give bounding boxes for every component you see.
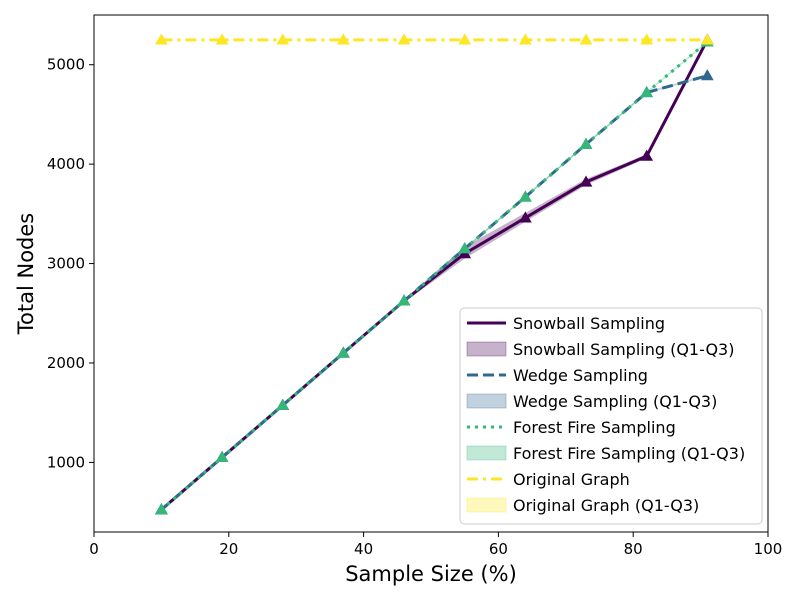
legend-band-swatch bbox=[466, 341, 507, 357]
y-axis-label: Total Nodes bbox=[14, 213, 38, 335]
data-point bbox=[579, 137, 593, 149]
data-point bbox=[215, 450, 229, 463]
data-point bbox=[518, 33, 532, 45]
legend-label: Original Graph bbox=[513, 470, 630, 489]
data-point bbox=[337, 33, 350, 45]
data-point bbox=[337, 346, 350, 358]
legend-band-swatch bbox=[466, 497, 507, 513]
legend-label: Wedge Sampling (Q1-Q3) bbox=[513, 392, 717, 411]
y-tick-label: 3000 bbox=[47, 255, 85, 273]
data-point bbox=[155, 503, 168, 515]
data-point bbox=[640, 33, 654, 45]
data-point bbox=[700, 33, 714, 45]
data-point bbox=[579, 175, 593, 187]
x-tick-label: 20 bbox=[219, 540, 238, 558]
data-point bbox=[215, 33, 229, 45]
x-axis-label: Sample Size (%) bbox=[345, 562, 517, 586]
y-tick-label: 2000 bbox=[47, 354, 85, 372]
legend-label: Snowball Sampling (Q1-Q3) bbox=[513, 340, 734, 359]
data-point bbox=[640, 86, 654, 98]
x-tick-label: 40 bbox=[354, 540, 373, 558]
axes: 0 20 40 60 80 100 1000 2000 3000 4000 5000 bbox=[47, 14, 783, 558]
x-tick-label: 0 bbox=[89, 540, 99, 558]
data-point bbox=[700, 69, 714, 81]
data-point bbox=[155, 33, 168, 45]
data-point bbox=[276, 398, 290, 410]
y-tick-label: 1000 bbox=[47, 453, 85, 471]
data-point bbox=[640, 149, 654, 161]
series-band-2 bbox=[161, 40, 708, 511]
legend-band-swatch bbox=[466, 445, 507, 461]
x-tick-label: 80 bbox=[624, 540, 643, 558]
legend-band-swatch bbox=[466, 393, 507, 409]
legend-label: Forest Fire Sampling bbox=[513, 418, 676, 437]
legend-label: Forest Fire Sampling (Q1-Q3) bbox=[513, 444, 745, 463]
data-point bbox=[518, 211, 532, 223]
legend-box bbox=[459, 307, 763, 525]
y-tick-label: 4000 bbox=[47, 155, 85, 173]
plot-area bbox=[155, 33, 714, 515]
data-point bbox=[458, 242, 472, 254]
data-point bbox=[276, 33, 290, 45]
data-point bbox=[518, 190, 532, 202]
data-point bbox=[579, 33, 593, 45]
series-line-2 bbox=[160, 40, 709, 511]
x-tick-label: 60 bbox=[489, 540, 508, 558]
data-point bbox=[397, 294, 411, 306]
data-point bbox=[397, 33, 411, 45]
y-tick-label: 5000 bbox=[47, 56, 85, 74]
data-point bbox=[458, 33, 472, 45]
legend-label: Original Graph (Q1-Q3) bbox=[513, 496, 699, 515]
x-tick-label: 100 bbox=[754, 540, 783, 558]
legend: Snowball Sampling Snowball Sampling (Q1-Q… bbox=[459, 307, 763, 525]
legend-label: Wedge Sampling bbox=[513, 366, 648, 385]
legend-label: Snowball Sampling bbox=[513, 314, 665, 333]
plot-frame bbox=[93, 14, 769, 533]
